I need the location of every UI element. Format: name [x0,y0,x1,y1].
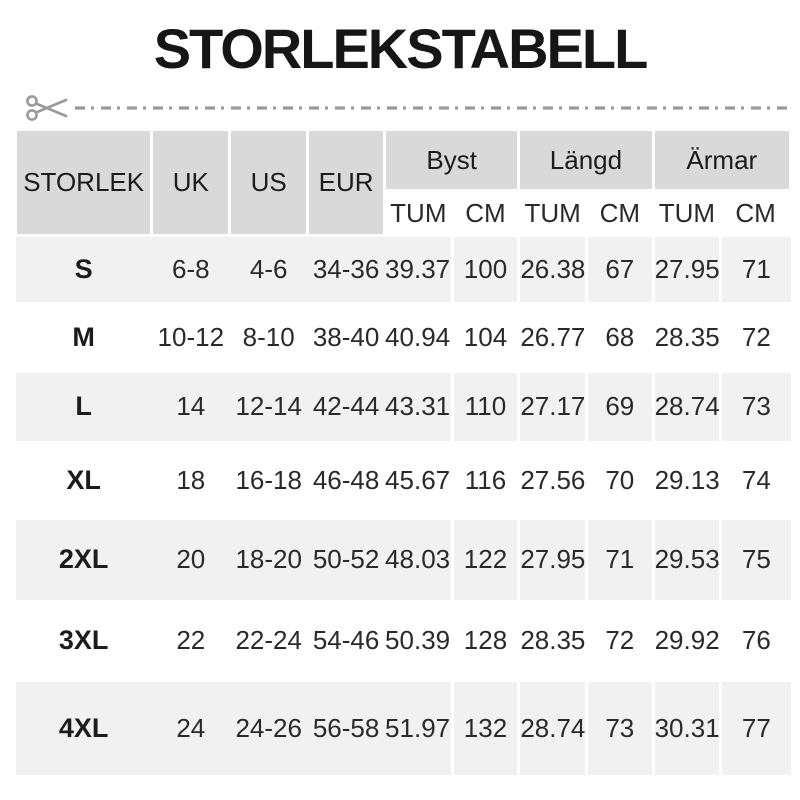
cell-size: S [74,253,93,284]
cell-langd-tum: 26.77 [517,301,587,373]
cell-armar-cm: 72 [719,301,791,373]
cell-us: 22-24 [235,625,302,655]
cell-byst-cm: 128 [450,599,519,682]
cell-langd-cm: 68 [584,301,654,373]
cell-armar-tum: 29.13 [651,440,721,520]
cell-us: 16-18 [235,464,302,495]
table-row: S 6-8 4-6 34-36 39.37 100 26.38 67 27.95 71 [15,235,791,302]
cell-armar-cm: 71 [719,235,791,302]
cell-us: 18-20 [235,544,302,574]
col-header-byst-tum: TUM [383,189,454,237]
cell-langd-cm: 67 [584,235,654,302]
table-row: L 14 12-14 42-44 43.31 110 27.17 69 28.74 73 [15,372,791,441]
cell-byst-tum: 40.94 [385,321,451,352]
cell-eur: 54-46 [312,625,380,655]
col-header-storlek: STORLEK [13,128,154,237]
cell-armar-cm: 77 [719,681,791,775]
cell-langd-cm: 70 [584,440,654,520]
cell-byst-tum: 51.97 [385,712,451,743]
table-row: 4XL 24 24-26 56-58 51.97 132 28.74 73 30.31 77 [15,681,791,775]
col-header-langd: Längd [517,128,655,192]
cell-size: 2XL [58,544,109,574]
col-header-langd-cm: CM [584,189,655,237]
cell-armar-tum: 27.95 [651,235,721,302]
cell-us: 8-10 [242,321,295,352]
cell-langd-tum: 27.56 [517,440,587,520]
cell-armar-tum: 28.74 [651,372,721,441]
cell-uk: 18 [176,464,206,495]
size-table-header: STORLEK UK US EUR Byst Längd Ärmar TUM C… [13,128,793,237]
cell-langd-tum: 26.38 [517,235,587,302]
cell-langd-tum: 27.17 [517,372,587,441]
cell-byst-cm: 132 [450,681,519,775]
table-row: M 10-12 8-10 38-40 40.94 104 26.77 68 28.35 72 [15,301,791,373]
cell-uk: 10-12 [157,321,225,352]
col-header-uk: UK [150,128,232,237]
cell-langd-cm: 72 [584,599,654,682]
col-header-byst-cm: CM [450,189,521,237]
cell-size: M [72,321,95,352]
cell-us: 4-6 [249,253,288,284]
cell-byst-tum: 39.37 [385,253,451,284]
cell-uk: 24 [176,712,206,743]
cell-byst-tum: 43.31 [385,391,451,421]
cell-langd-cm: 69 [584,372,654,441]
size-chart-table: STORLEK UK US EUR Byst Längd Ärmar TUM C… [13,128,793,775]
size-table-body: S 6-8 4-6 34-36 39.37 100 26.38 67 27.95 71 M 10-12… [15,235,791,775]
header-group-row: STORLEK UK US EUR Byst Längd Ärmar [13,128,793,237]
cell-byst-cm: 104 [450,301,519,373]
cell-eur: 34-36 [312,253,380,284]
cell-langd-tum: 28.35 [517,599,587,682]
col-header-eur: EUR [306,128,387,237]
cell-byst-tum: 48.03 [385,544,451,574]
cell-langd-cm: 73 [584,681,654,775]
table-row: 2XL 20 18-20 50-52 48.03 122 27.95 71 29.53 75 [15,519,791,600]
scissors-icon [24,90,70,126]
cell-size: L [75,391,92,421]
col-header-armar: Ärmar [651,128,793,192]
cell-langd-cm: 71 [584,519,654,600]
cell-size: 3XL [58,625,109,655]
col-header-armar-cm: CM [719,189,792,237]
cell-eur: 46-48 [312,464,380,495]
cell-byst-cm: 122 [450,519,519,600]
cell-eur: 56-58 [312,712,380,743]
cell-armar-cm: 75 [719,519,791,600]
col-header-us: US [228,128,310,237]
cell-armar-tum: 30.31 [651,681,721,775]
header-unit-row: TUM CM TUM CM TUM CM [16,189,792,237]
page-title: STORLEKSTABELL [153,17,649,80]
cell-us: 24-26 [235,712,302,743]
cell-uk: 6-8 [171,253,210,284]
cell-byst-cm: 100 [450,235,519,302]
cell-uk: 14 [176,391,206,421]
cell-byst-cm: 110 [450,372,519,441]
table-row: 3XL 22 22-24 54-46 50.39 128 28.35 72 29.92 76 [15,599,791,682]
cell-eur: 50-52 [312,544,380,574]
col-header-byst: Byst [383,128,521,192]
cell-langd-tum: 27.95 [517,519,587,600]
cell-langd-tum: 28.74 [517,681,587,775]
cell-byst-tum: 45.67 [385,464,451,495]
cell-uk: 20 [176,544,206,574]
cell-armar-tum: 28.35 [651,301,721,373]
cell-eur: 42-44 [312,391,380,421]
cell-armar-cm: 73 [719,372,791,441]
cell-byst-tum: 50.39 [385,625,451,655]
col-header-armar-tum: TUM [651,189,723,237]
cell-us: 12-14 [235,391,302,421]
cell-armar-tum: 29.53 [651,519,721,600]
table-row: XL 18 16-18 46-48 45.67 116 27.56 70 29.13 74 [15,440,791,520]
cell-armar-cm: 76 [719,599,791,682]
dashed-cut-rule [75,105,787,111]
cell-size: 4XL [58,712,109,743]
cell-armar-cm: 74 [719,440,791,520]
cell-byst-cm: 116 [450,440,519,520]
col-header-langd-tum: TUM [517,189,588,237]
cell-armar-tum: 29.92 [651,599,721,682]
cell-uk: 22 [176,625,206,655]
cell-size: XL [66,464,101,495]
cell-eur: 38-40 [312,321,380,352]
cut-line [24,88,790,128]
